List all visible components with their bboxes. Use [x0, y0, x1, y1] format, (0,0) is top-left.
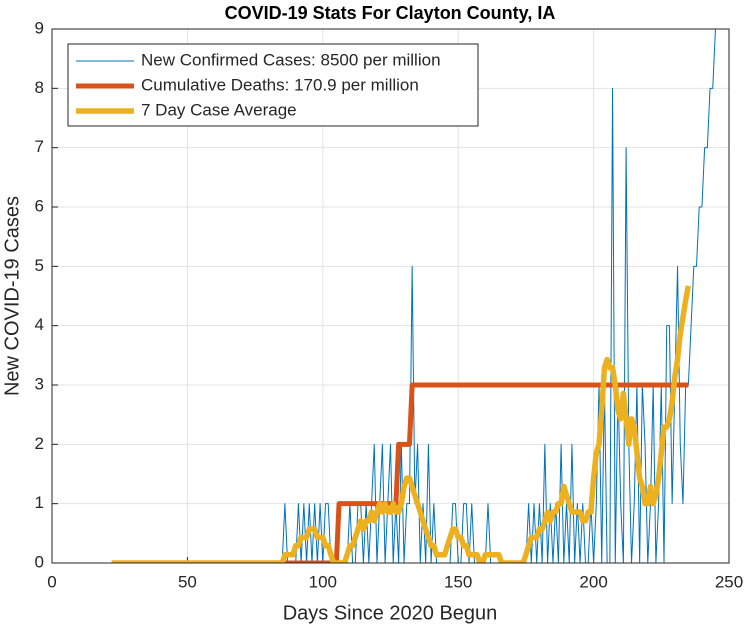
y-tick-label: 0: [35, 552, 44, 571]
y-tick-label: 7: [35, 137, 44, 156]
y-axis-label: New COVID-19 Cases: [1, 196, 23, 396]
y-tick-label: 3: [35, 374, 44, 393]
legend-label: Cumulative Deaths: 170.9 per million: [141, 75, 419, 94]
legend-box: [67, 43, 479, 127]
x-axis-label: Days Since 2020 Begun: [283, 602, 498, 624]
y-tick-label: 4: [35, 315, 44, 334]
y-tick-label: 5: [35, 256, 44, 275]
legend-label: New Confirmed Cases: 8500 per million: [141, 50, 441, 69]
x-tick-label: 50: [178, 572, 197, 591]
x-tick-label: 0: [47, 572, 56, 591]
axes-box: [51, 28, 730, 564]
series-line: [284, 382, 689, 563]
x-tick-label: 150: [444, 572, 472, 591]
legend: New Confirmed Cases: 8500 per million Cum…: [67, 43, 479, 127]
chart-title: COVID-19 Stats For Clayton County, IA: [225, 3, 556, 23]
y-tick-label: 8: [35, 78, 44, 97]
y-tick-label: 2: [35, 434, 44, 453]
y-tick-label: 9: [35, 18, 44, 37]
y-tick-label: 6: [35, 196, 44, 215]
x-tick-label: 100: [309, 572, 337, 591]
series-line: [111, 285, 692, 563]
y-tick-label: 1: [35, 493, 44, 512]
legend-label: 7 Day Case Average: [141, 100, 297, 119]
plot-area: [111, 29, 716, 563]
x-tick-label: 250: [715, 572, 743, 591]
x-tick-label: 200: [579, 572, 607, 591]
